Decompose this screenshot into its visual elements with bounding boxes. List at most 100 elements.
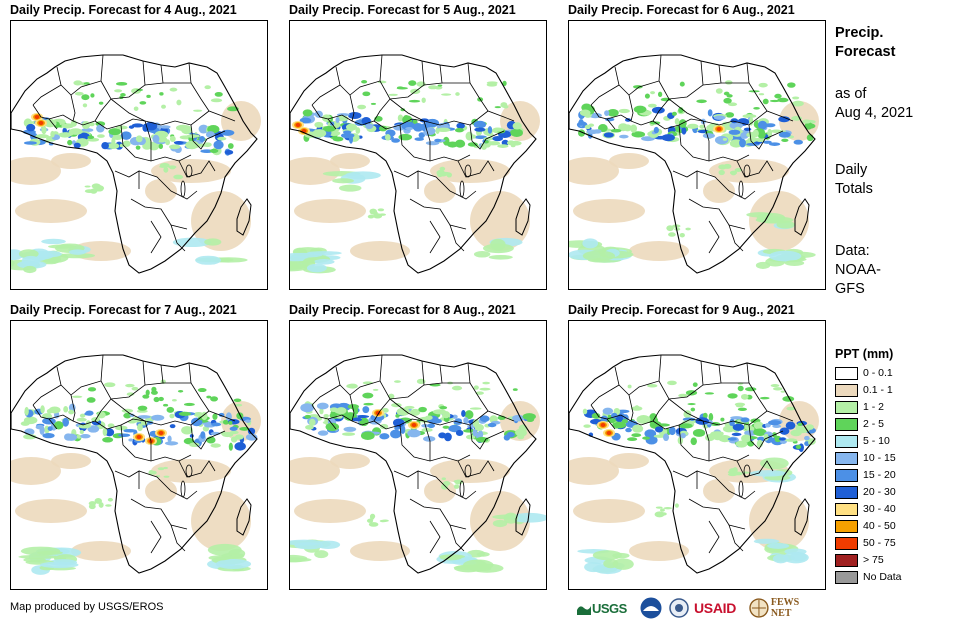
precip-cell: [211, 422, 222, 427]
map-graphic: [11, 354, 261, 575]
precip-cell: [764, 123, 776, 128]
sidebar-data-line1: Data:: [835, 243, 870, 259]
precip-cell: [212, 413, 218, 420]
precip-cell: [732, 423, 745, 431]
precip-cell: [84, 185, 91, 188]
precip-cell: [131, 386, 139, 391]
country-border: [736, 160, 774, 178]
precip-cell: [795, 444, 802, 450]
precip-cell: [172, 237, 212, 248]
country-border: [349, 94, 355, 122]
country-border: [170, 524, 186, 552]
precip-cell: [90, 188, 98, 194]
precip-cell: [633, 105, 647, 114]
precip-cell: [464, 410, 474, 420]
light-precip-area: [629, 541, 689, 561]
precip-cell: [210, 396, 219, 402]
precip-cell: [602, 407, 614, 415]
country-border: [618, 54, 662, 96]
country-border: [389, 98, 425, 122]
precip-cell: [168, 165, 177, 169]
country-border: [32, 404, 58, 430]
precip-cell: [758, 93, 765, 96]
noaa-logo: [639, 593, 667, 623]
light-precip-area: [424, 179, 456, 203]
precip-cell: [367, 214, 375, 219]
country-border: [652, 98, 670, 122]
light-precip-area: [330, 453, 370, 469]
lake-outline: [738, 180, 744, 198]
lake-outline: [459, 180, 465, 198]
precip-cell: [755, 261, 771, 269]
precip-cell: [612, 558, 634, 570]
precip-cell: [348, 134, 354, 144]
heavy-precip-core: [34, 115, 40, 119]
precip-cell: [768, 250, 802, 262]
precip-cell: [370, 102, 377, 105]
precip-cell: [67, 139, 73, 146]
precip-cell: [355, 127, 361, 134]
map-graphic: [290, 54, 540, 274]
light-precip-area: [330, 153, 370, 169]
precip-cell: [360, 431, 375, 441]
country-border: [628, 394, 634, 422]
precip-cell: [636, 415, 651, 424]
country-border: [702, 364, 722, 386]
precip-cell: [105, 504, 112, 507]
legend-swatch: [835, 469, 858, 482]
precip-cell: [773, 387, 783, 391]
precip-cell: [145, 121, 158, 131]
sidebar-title-line1: Precip.: [835, 25, 884, 41]
precip-cell: [120, 93, 126, 97]
seal-icon: [669, 598, 689, 618]
country-border: [110, 398, 146, 422]
precip-cell: [722, 137, 728, 141]
precip-cell: [734, 168, 743, 173]
country-border: [138, 470, 198, 500]
precip-cell: [207, 543, 242, 556]
precip-cell: [432, 409, 447, 415]
heavy-precip-core: [38, 121, 44, 125]
precip-cell: [728, 102, 738, 107]
precip-cell: [397, 114, 404, 122]
country-border: [170, 224, 186, 252]
precip-cell: [169, 135, 176, 142]
madagascar-outline: [236, 498, 252, 536]
precip-cell: [625, 118, 632, 122]
precip-cell: [118, 433, 131, 437]
precip-cell: [653, 126, 659, 134]
precip-field: [569, 380, 819, 575]
precip-cell: [233, 398, 242, 403]
precip-cell: [438, 432, 447, 439]
precip-cell: [305, 424, 314, 430]
precip-cell: [135, 135, 143, 143]
precip-cell: [671, 111, 677, 116]
precip-cell: [650, 91, 656, 95]
precip-cell: [792, 100, 804, 107]
precip-cell: [762, 98, 769, 105]
country-border: [114, 470, 140, 489]
precip-cell: [432, 418, 442, 424]
precip-cell: [35, 134, 49, 139]
precip-cell: [467, 142, 478, 147]
precip-cell: [378, 125, 388, 132]
precip-cell: [198, 124, 209, 134]
precip-cell: [642, 436, 650, 440]
precip-cell: [363, 402, 374, 406]
precip-cell: [493, 127, 505, 132]
precip-cell: [654, 511, 665, 518]
legend-swatch: [835, 537, 858, 550]
precip-cell: [618, 123, 629, 132]
precip-cell: [91, 183, 101, 189]
precip-cell: [578, 119, 584, 126]
precip-cell: [484, 140, 489, 144]
precip-cell: [362, 381, 374, 385]
precip-cell: [159, 162, 170, 168]
country-border: [130, 198, 188, 230]
precip-cell: [705, 433, 715, 442]
country-border: [393, 470, 419, 489]
precip-cell: [229, 426, 238, 431]
precip-cell: [441, 93, 452, 96]
precip-cell: [741, 434, 752, 443]
precip-cell: [316, 402, 329, 410]
